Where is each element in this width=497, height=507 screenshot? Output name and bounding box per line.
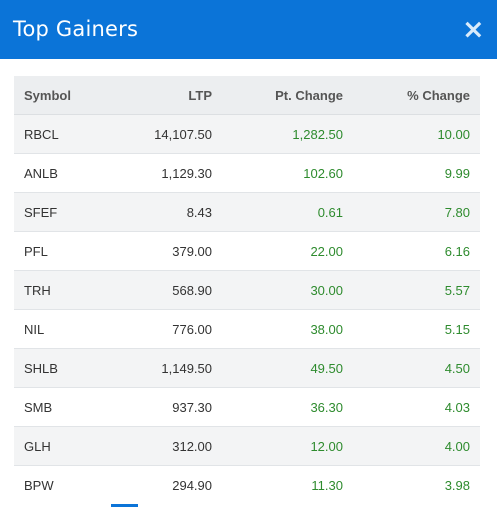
close-icon: × <box>462 14 485 45</box>
cell-pt-change: 38.00 <box>222 309 353 349</box>
cell-ltp: 776.00 <box>109 309 222 349</box>
cell-pct-change: 4.00 <box>353 426 480 466</box>
cell-symbol: SFEF <box>14 192 109 232</box>
gainers-table-container: Symbol LTP Pt. Change % Change RBCL 14,1… <box>14 76 480 504</box>
scroll-indicator[interactable] <box>111 504 138 507</box>
cell-symbol: SMB <box>14 387 109 427</box>
cell-ltp: 937.30 <box>109 387 222 427</box>
cell-pct-change: 5.15 <box>353 309 480 349</box>
cell-pt-change: 36.30 <box>222 387 353 427</box>
cell-pt-change: 12.00 <box>222 426 353 466</box>
cell-ltp: 312.00 <box>109 426 222 466</box>
cell-symbol: ANLB <box>14 153 109 193</box>
cell-ltp: 1,129.30 <box>109 153 222 193</box>
cell-symbol: BPW <box>14 465 109 504</box>
cell-symbol: PFL <box>14 231 109 271</box>
cell-ltp: 379.00 <box>109 231 222 271</box>
cell-symbol: NIL <box>14 309 109 349</box>
column-header-pt-change[interactable]: Pt. Change <box>222 76 353 115</box>
cell-pct-change: 7.80 <box>353 192 480 232</box>
cell-symbol: SHLB <box>14 348 109 388</box>
cell-symbol: TRH <box>14 270 109 310</box>
cell-ltp: 1,149.50 <box>109 348 222 388</box>
modal-header: Top Gainers × <box>0 0 497 59</box>
cell-pt-change: 49.50 <box>222 348 353 388</box>
cell-pct-change: 4.50 <box>353 348 480 388</box>
table-row[interactable]: GLH 312.00 12.00 4.00 <box>14 426 480 466</box>
cell-pct-change: 3.98 <box>353 465 480 504</box>
modal-title: Top Gainers <box>13 17 139 41</box>
cell-symbol: GLH <box>14 426 109 466</box>
cell-pt-change: 1,282.50 <box>222 114 353 154</box>
cell-pct-change: 9.99 <box>353 153 480 193</box>
cell-pt-change: 0.61 <box>222 192 353 232</box>
gainers-table: Symbol LTP Pt. Change % Change RBCL 14,1… <box>14 76 480 504</box>
table-row[interactable]: SFEF 8.43 0.61 7.80 <box>14 192 480 232</box>
cell-pct-change: 6.16 <box>353 231 480 271</box>
table-row[interactable]: BPW 294.90 11.30 3.98 <box>14 465 480 504</box>
close-button[interactable]: × <box>462 14 485 45</box>
cell-pt-change: 30.00 <box>222 270 353 310</box>
table-row[interactable]: PFL 379.00 22.00 6.16 <box>14 231 480 271</box>
cell-ltp: 294.90 <box>109 465 222 504</box>
cell-pct-change: 10.00 <box>353 114 480 154</box>
cell-ltp: 14,107.50 <box>109 114 222 154</box>
cell-pct-change: 4.03 <box>353 387 480 427</box>
table-row[interactable]: NIL 776.00 38.00 5.15 <box>14 309 480 349</box>
table-row[interactable]: TRH 568.90 30.00 5.57 <box>14 270 480 310</box>
table-row[interactable]: SHLB 1,149.50 49.50 4.50 <box>14 348 480 388</box>
cell-ltp: 8.43 <box>109 192 222 232</box>
cell-symbol: RBCL <box>14 114 109 154</box>
cell-ltp: 568.90 <box>109 270 222 310</box>
table-row[interactable]: ANLB 1,129.30 102.60 9.99 <box>14 153 480 193</box>
table-row[interactable]: SMB 937.30 36.30 4.03 <box>14 387 480 427</box>
table-header-row: Symbol LTP Pt. Change % Change <box>14 76 480 115</box>
table-row[interactable]: RBCL 14,107.50 1,282.50 10.00 <box>14 114 480 154</box>
cell-pt-change: 102.60 <box>222 153 353 193</box>
table-body: RBCL 14,107.50 1,282.50 10.00 ANLB 1,129… <box>14 114 480 504</box>
column-header-symbol[interactable]: Symbol <box>14 76 109 115</box>
cell-pct-change: 5.57 <box>353 270 480 310</box>
cell-pt-change: 11.30 <box>222 465 353 504</box>
column-header-ltp[interactable]: LTP <box>109 76 222 115</box>
table-header: Symbol LTP Pt. Change % Change <box>14 76 480 115</box>
column-header-pct-change[interactable]: % Change <box>353 76 480 115</box>
cell-pt-change: 22.00 <box>222 231 353 271</box>
